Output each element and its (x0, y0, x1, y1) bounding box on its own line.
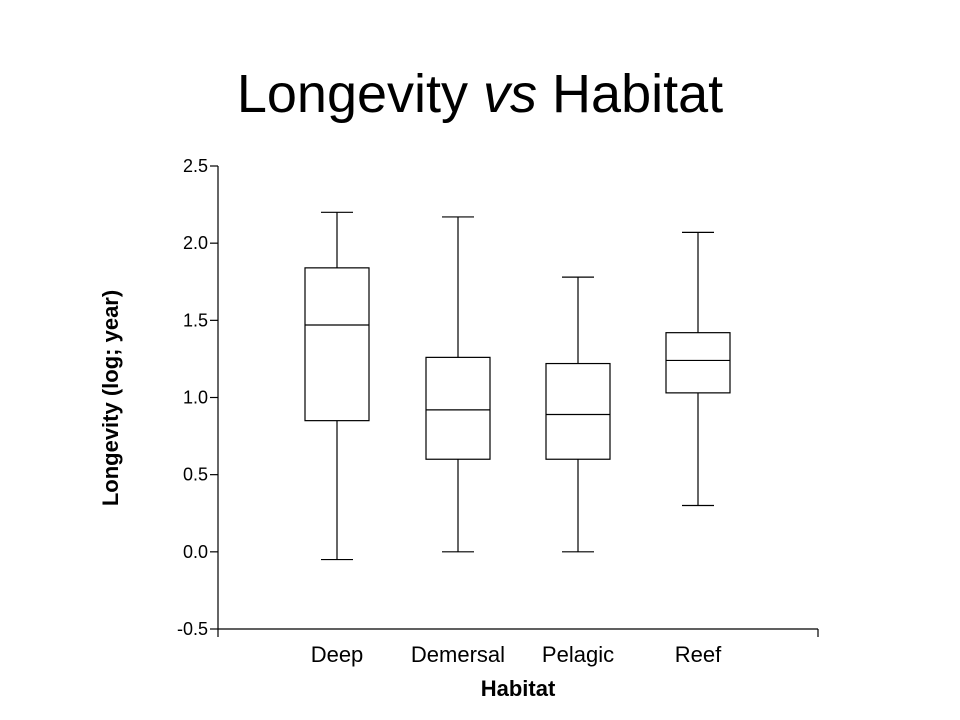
title-text-habitat: Habitat (537, 64, 724, 124)
title-text-vs: vs (483, 64, 538, 124)
title-text-longevity: Longevity (236, 64, 484, 124)
x-tick-label: Reef (675, 642, 722, 667)
box-plot-series (304, 211, 731, 561)
y-tick-label: 1.5 (183, 310, 208, 330)
y-axis-label: Longevity (log; year) (98, 290, 123, 506)
iqr-box (304, 267, 370, 422)
y-tick-label: -0.5 (177, 619, 208, 639)
y-axis: -0.5 0.0 0.5 1.0 1.5 2.0 2.5 (177, 156, 219, 639)
x-axis: Deep Demersal Pelagic Reef (217, 628, 819, 667)
box-demersal (425, 216, 491, 553)
x-axis-label: Habitat (481, 676, 556, 701)
y-tick-label: 1.0 (183, 388, 208, 408)
y-tick-label: 0.0 (183, 542, 208, 562)
y-tick-label: 2.0 (183, 233, 208, 253)
iqr-box (545, 362, 611, 460)
x-tick-label: Demersal (411, 642, 505, 667)
iqr-box (425, 356, 491, 460)
x-tick-label: Pelagic (542, 642, 614, 667)
slide-title: Longevity vs Habitat (0, 58, 960, 130)
x-tick-label: Deep (311, 642, 364, 667)
box-pelagic (545, 276, 611, 553)
box-reef (665, 231, 731, 507)
box-deep (304, 211, 370, 561)
iqr-box (665, 332, 731, 394)
y-tick-label: 2.5 (183, 156, 208, 176)
y-tick-label: 0.5 (183, 465, 208, 485)
